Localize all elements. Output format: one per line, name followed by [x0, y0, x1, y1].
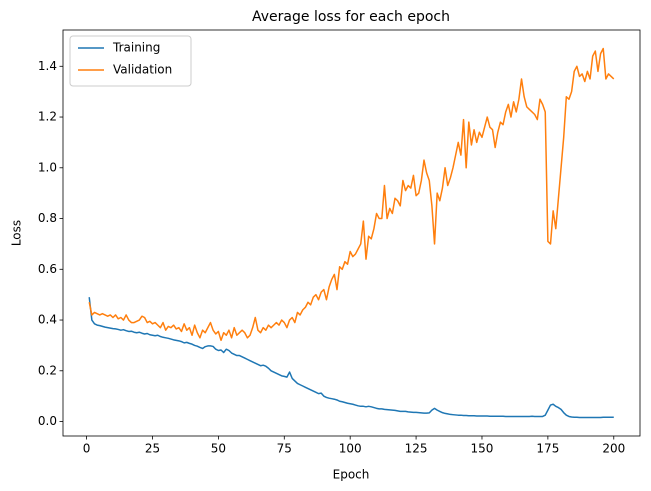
legend-label: Training — [112, 41, 160, 55]
plot-frame — [62, 29, 641, 437]
x-tick-label: 125 — [405, 442, 428, 456]
y-tick-label: 1.4 — [38, 59, 57, 73]
x-tick-label: 150 — [471, 442, 494, 456]
y-tick-label: 0.8 — [38, 211, 57, 225]
x-tick-label: 25 — [145, 442, 160, 456]
chart-title: Average loss for each epoch — [252, 9, 450, 25]
x-tick-label: 0 — [83, 442, 91, 456]
legend-label: Validation — [113, 63, 172, 77]
y-tick-label: 1.0 — [38, 160, 57, 174]
series-line — [88, 297, 614, 419]
y-tick-label: 0.4 — [38, 313, 57, 327]
y-tick-label: 1.2 — [38, 110, 57, 124]
y-tick-label: 0.2 — [38, 363, 57, 377]
y-axis-label: Loss — [10, 220, 24, 246]
x-tick-label: 75 — [277, 442, 292, 456]
y-tick-label: 0.6 — [38, 262, 57, 276]
y-tick-label: 0.0 — [38, 414, 57, 428]
x-tick-label: 100 — [339, 442, 362, 456]
x-axis-label: Epoch — [333, 468, 370, 482]
x-tick-label: 200 — [602, 442, 625, 456]
x-tick-label: 175 — [536, 442, 559, 456]
x-tick-label: 50 — [211, 442, 226, 456]
series-line — [88, 47, 615, 342]
